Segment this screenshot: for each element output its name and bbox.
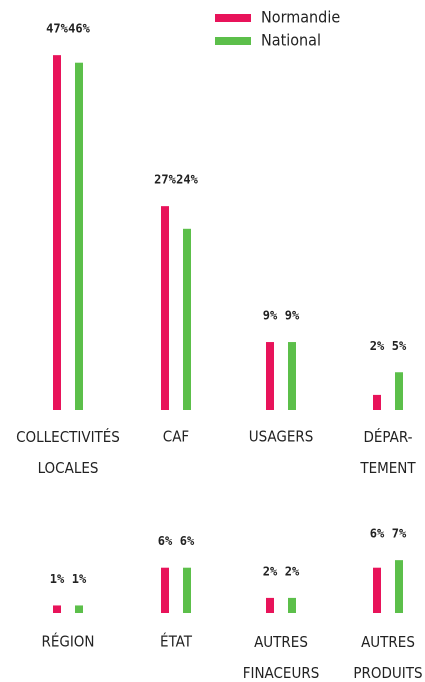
value-label: 7% bbox=[392, 527, 407, 541]
category-label: USAGERS bbox=[249, 428, 314, 446]
value-label: 2% bbox=[263, 564, 278, 578]
category-label: AUTRES FINACEURS bbox=[243, 633, 320, 682]
value-label: 6% bbox=[180, 534, 195, 548]
category-label: COLLECTIVITÉS LOCALES bbox=[16, 427, 120, 477]
category-label: CAF bbox=[163, 428, 189, 446]
bar bbox=[266, 597, 274, 613]
bar bbox=[183, 567, 191, 613]
value-label: 6% bbox=[158, 534, 173, 548]
bar bbox=[75, 605, 83, 613]
bar bbox=[288, 342, 296, 410]
legend-label: National bbox=[261, 31, 321, 50]
bar bbox=[288, 597, 296, 613]
value-label: 2% bbox=[285, 564, 300, 578]
bar bbox=[53, 605, 61, 613]
value-label: 9% bbox=[285, 309, 300, 323]
value-label: 46% bbox=[68, 22, 90, 36]
value-label: 1% bbox=[72, 572, 87, 586]
legend-label: Normandie bbox=[261, 8, 340, 27]
bar bbox=[161, 206, 169, 410]
bar bbox=[53, 55, 61, 411]
value-label: 6% bbox=[370, 527, 385, 541]
value-label: 27% bbox=[154, 173, 176, 187]
category-label: ÉTAT bbox=[160, 632, 193, 651]
value-label: 5% bbox=[392, 339, 407, 353]
bar bbox=[373, 567, 381, 613]
bar bbox=[75, 62, 83, 410]
bar bbox=[395, 372, 403, 410]
legend-swatch bbox=[215, 14, 251, 22]
bar bbox=[373, 394, 381, 410]
value-label: 9% bbox=[263, 309, 278, 323]
bar bbox=[161, 567, 169, 613]
value-label: 47% bbox=[46, 22, 68, 36]
value-label: 2% bbox=[370, 339, 385, 353]
value-label: 24% bbox=[176, 173, 198, 187]
value-label: 1% bbox=[50, 572, 65, 586]
bar bbox=[395, 560, 403, 613]
bar bbox=[266, 342, 274, 410]
category-label: AUTRES PRODUITS bbox=[353, 633, 422, 682]
legend-swatch bbox=[215, 37, 251, 45]
category-label: RÉGION bbox=[41, 632, 94, 651]
category-label: DÉPAR-TEMENT bbox=[359, 427, 416, 477]
bar bbox=[183, 228, 191, 410]
